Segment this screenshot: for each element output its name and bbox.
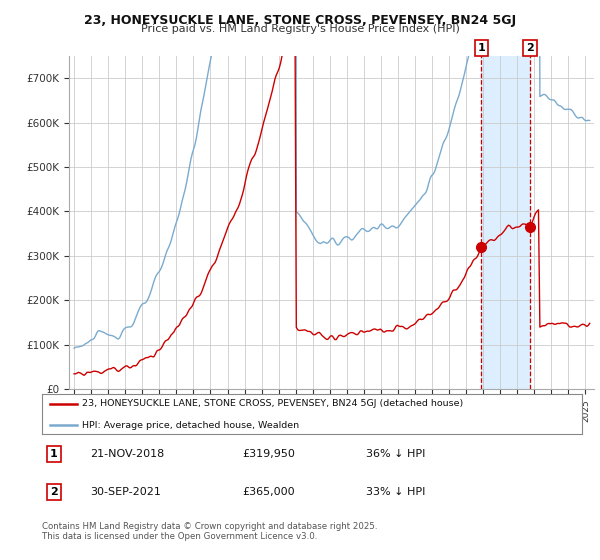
Bar [481, 56, 530, 389]
Text: HPI: Average price, detached house, Wealden: HPI: Average price, detached house, Weal… [83, 421, 299, 430]
Text: £319,950: £319,950 [242, 449, 295, 459]
Text: 1: 1 [477, 43, 485, 53]
Text: 2: 2 [50, 487, 58, 497]
Text: 36% ↓ HPI: 36% ↓ HPI [366, 449, 425, 459]
Text: 33% ↓ HPI: 33% ↓ HPI [366, 487, 425, 497]
Text: 30-SEP-2021: 30-SEP-2021 [91, 487, 161, 497]
Text: £365,000: £365,000 [242, 487, 295, 497]
Text: Contains HM Land Registry data © Crown copyright and database right 2025.
This d: Contains HM Land Registry data © Crown c… [42, 522, 377, 542]
Text: 23, HONEYSUCKLE LANE, STONE CROSS, PEVENSEY, BN24 5GJ (detached house): 23, HONEYSUCKLE LANE, STONE CROSS, PEVEN… [83, 399, 464, 408]
Text: 1: 1 [50, 449, 58, 459]
Text: 2: 2 [526, 43, 534, 53]
Text: 21-NOV-2018: 21-NOV-2018 [91, 449, 165, 459]
Text: 23, HONEYSUCKLE LANE, STONE CROSS, PEVENSEY, BN24 5GJ: 23, HONEYSUCKLE LANE, STONE CROSS, PEVEN… [84, 14, 516, 27]
Text: Price paid vs. HM Land Registry's House Price Index (HPI): Price paid vs. HM Land Registry's House … [140, 24, 460, 34]
